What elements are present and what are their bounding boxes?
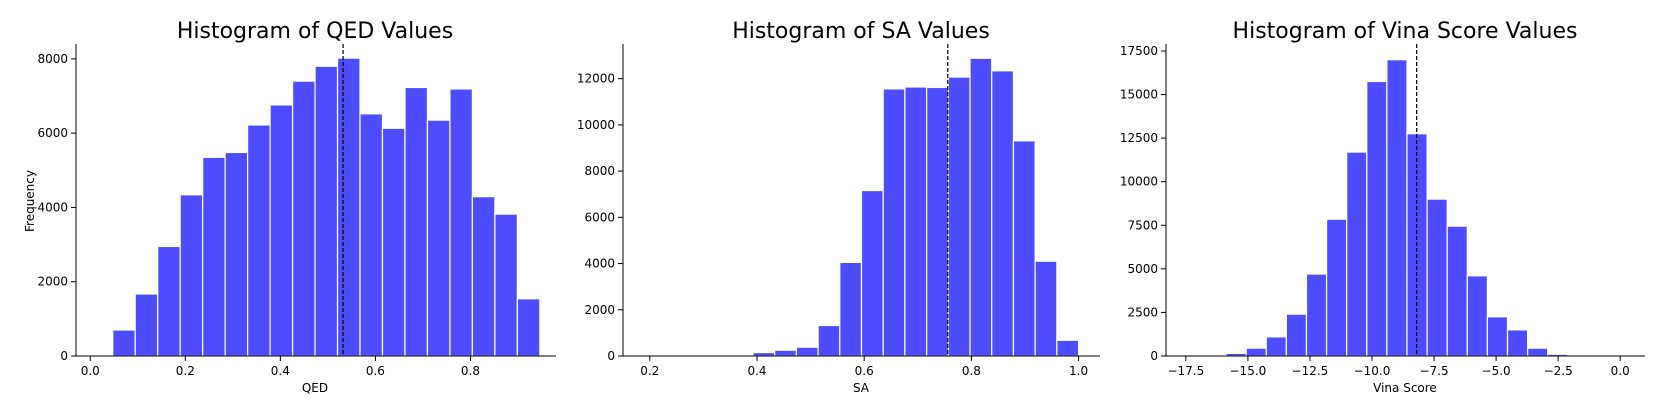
sa-y-tick-label: 8000 [584, 164, 615, 178]
sa-bar [860, 189, 884, 357]
qed-y-tick-label: 0 [60, 349, 68, 363]
vina-bar [1265, 336, 1287, 357]
vina-bar [1305, 273, 1328, 357]
vina-y-tick-label: 12500 [1120, 131, 1158, 145]
qed-x-tick-label: 0.2 [176, 364, 195, 378]
vina-bar [1527, 347, 1549, 357]
sa-bar [774, 349, 797, 357]
qed-bar [314, 65, 339, 357]
sa-bar [969, 57, 993, 357]
qed-bar [381, 127, 406, 357]
qed-histogram-panel: Histogram of QED Values QED Frequency 0.… [23, 19, 556, 395]
vina-bar [1486, 316, 1509, 357]
qed-y-tick-label: 6000 [37, 126, 68, 140]
vina-x-tick-label: −5.0 [1482, 364, 1511, 378]
vina-y-tick-label: 10000 [1120, 175, 1158, 189]
sa-bar [904, 86, 928, 357]
vina-y-tick-label: 15000 [1120, 88, 1158, 102]
qed-y-tick-label: 4000 [37, 200, 68, 214]
sa-x-tick-label: 1.0 [1069, 364, 1088, 378]
qed-x-tick-label: 0.4 [271, 364, 290, 378]
sa-bar [1012, 140, 1036, 357]
sa-bar [1034, 260, 1058, 357]
sa-bar [839, 261, 863, 357]
vina-x-tick-label: −10.0 [1354, 364, 1391, 378]
sa-x-axis-label: SA [853, 381, 870, 395]
qed-bar [516, 298, 541, 357]
vina-bar [1466, 275, 1489, 357]
qed-x-tick-label: 0.6 [366, 364, 385, 378]
sa-bar [947, 76, 971, 357]
vina-x-tick-label: −2.5 [1544, 364, 1573, 378]
sa-bar [795, 346, 819, 357]
qed-bar [426, 119, 451, 357]
sa-bar [1056, 339, 1080, 357]
qed-bar [291, 80, 316, 357]
qed-bar [336, 57, 361, 357]
qed-bar [494, 213, 518, 357]
qed-bar [157, 245, 181, 357]
qed-bar [224, 151, 249, 357]
vina-bar [1426, 198, 1448, 357]
sa-x-tick-label: 0.4 [747, 364, 766, 378]
qed-bar [112, 329, 136, 357]
sa-x-tick-label: 0.6 [855, 364, 874, 378]
vina-bar [1325, 218, 1348, 357]
vina-x-tick-label: −7.5 [1419, 364, 1448, 378]
sa-y-tick-label: 4000 [584, 257, 615, 271]
qed-x-tick-label: 0.8 [461, 364, 480, 378]
vina-chart-title: Histogram of Vina Score Values [1233, 19, 1578, 44]
sa-y-tick-label: 2000 [584, 303, 615, 317]
vina-histogram-panel: Histogram of Vina Score Values Vina Scor… [1120, 19, 1645, 395]
qed-x-tick-label: 0.0 [81, 364, 100, 378]
sa-bar [817, 324, 841, 357]
qed-bar [247, 124, 271, 357]
sa-x-tick-label: 0.8 [962, 364, 981, 378]
sa-bar [882, 88, 906, 357]
vina-x-tick-label: 0.0 [1611, 364, 1630, 378]
sa-x-tick-label: 0.2 [640, 364, 659, 378]
qed-x-axis-label: QED [302, 381, 328, 395]
qed-bar [179, 194, 204, 357]
sa-histogram-panel: Histogram of SA Values SA 0.2 0.4 0.6 0.8 1.… [577, 19, 1100, 395]
qed-bar [134, 293, 159, 357]
vina-x-axis-label: Vina Score [1373, 381, 1437, 395]
vina-y-tick-label: 0 [1150, 349, 1158, 363]
vina-y-tick-label: 7500 [1127, 218, 1158, 232]
sa-y-tick-label: 6000 [584, 210, 615, 224]
vina-x-tick-label: −15.0 [1230, 364, 1267, 378]
vina-bar [1346, 151, 1368, 357]
vina-y-tick-label: 2500 [1127, 305, 1158, 319]
qed-bar [359, 113, 384, 357]
vina-y-tick-label: 17500 [1120, 44, 1158, 58]
sa-bar [991, 70, 1015, 357]
vina-bar [1386, 59, 1408, 357]
sa-chart-title: Histogram of SA Values [732, 19, 990, 44]
qed-y-axis-label: Frequency [23, 170, 37, 232]
sa-y-tick-label: 0 [607, 349, 615, 363]
vina-bar [1285, 313, 1308, 357]
qed-y-tick-label: 8000 [37, 52, 68, 66]
qed-bar [471, 196, 496, 357]
qed-bar [404, 86, 429, 357]
vina-y-tick-label: 5000 [1127, 262, 1158, 276]
vina-bar [1366, 80, 1388, 357]
sa-y-tick-label: 12000 [577, 72, 615, 86]
vina-bar [1245, 347, 1267, 357]
qed-bar [202, 156, 226, 357]
sa-bar [926, 86, 949, 357]
qed-bar [269, 104, 294, 357]
qed-bar [449, 88, 474, 357]
sa-bar [752, 351, 776, 357]
vina-x-tick-label: −17.5 [1167, 364, 1204, 378]
sa-y-tick-label: 10000 [577, 118, 615, 132]
vina-x-tick-label: −12.5 [1292, 364, 1329, 378]
qed-y-tick-label: 2000 [37, 275, 68, 289]
qed-chart-title: Histogram of QED Values [177, 19, 453, 44]
vina-bar [1506, 329, 1529, 357]
vina-bar [1446, 225, 1468, 357]
